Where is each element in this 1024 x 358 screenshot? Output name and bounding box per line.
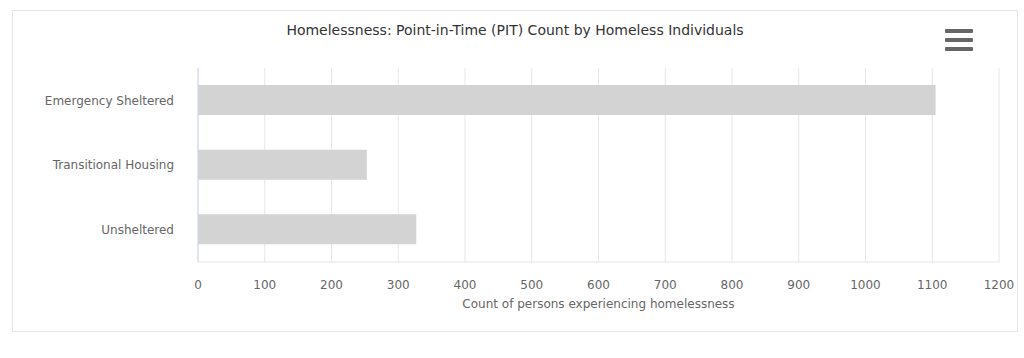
svg-text:400: 400 [454,278,477,292]
svg-text:900: 900 [787,278,810,292]
svg-text:Unsheltered: Unsheltered [101,223,174,237]
svg-text:100: 100 [253,278,276,292]
svg-text:0: 0 [194,278,202,292]
svg-text:500: 500 [520,278,543,292]
svg-text:Count of persons experiencing: Count of persons experiencing homelessne… [462,297,734,311]
svg-text:200: 200 [320,278,343,292]
svg-text:1200: 1200 [984,278,1015,292]
svg-text:Transitional Housing: Transitional Housing [52,158,174,172]
html-text:Homelessness: Point-in-Time (P: Homelessness: Point-in-Time (PIT) Count … [286,22,744,38]
svg-text:600: 600 [587,278,610,292]
svg-text:300: 300 [387,278,410,292]
svg-text:1000: 1000 [850,278,881,292]
svg-text:800: 800 [721,278,744,292]
svg-text:Emergency Sheltered: Emergency Sheltered [45,94,174,108]
svg-text:1100: 1100 [917,278,948,292]
svg-text:700: 700 [654,278,677,292]
